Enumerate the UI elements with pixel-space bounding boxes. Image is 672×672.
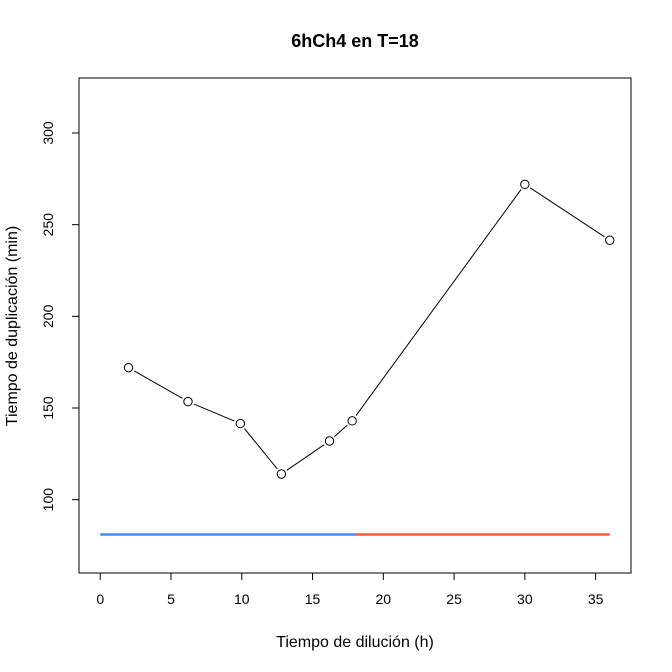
data-series [123, 179, 615, 479]
chart-title: 6hCh4 en T=18 [291, 31, 419, 51]
x-axis: 0 5 10 15 20 25 30 35 [96, 572, 604, 607]
x-tick-label: 0 [96, 591, 104, 607]
x-tick-label: 30 [517, 591, 533, 607]
y-tick-label: 100 [40, 488, 56, 512]
series-line-segment [193, 403, 235, 422]
x-tick-label: 35 [588, 591, 604, 607]
data-point [347, 416, 357, 426]
series-line-segment [244, 428, 278, 470]
data-point [520, 179, 530, 190]
data-point [235, 418, 246, 429]
series-line-segment [334, 424, 348, 438]
y-tick-label: 300 [40, 121, 56, 145]
data-point [183, 396, 193, 407]
data-point [123, 362, 134, 373]
x-tick-label: 20 [376, 591, 392, 607]
data-point [324, 436, 335, 446]
series-line-segment [355, 189, 522, 416]
x-axis-label: Tiempo de dilución (h) [276, 634, 434, 651]
series-line-segment [530, 187, 605, 238]
series-line-segment [286, 444, 325, 471]
data-point [276, 469, 287, 479]
y-tick-label: 150 [40, 396, 56, 420]
y-axis-label: Tiempo de duplicación (min) [4, 226, 21, 426]
plot-frame [78, 77, 632, 574]
y-tick-label: 250 [40, 213, 56, 237]
x-tick-label: 10 [234, 591, 250, 607]
x-tick-label: 15 [305, 591, 321, 607]
x-tick-label: 25 [446, 591, 462, 607]
series-line-segment [133, 370, 183, 399]
y-tick-label: 200 [40, 304, 56, 328]
x-tick-label: 5 [167, 591, 175, 607]
y-axis: 100 150 200 250 300 [40, 121, 80, 512]
data-point [605, 235, 615, 245]
